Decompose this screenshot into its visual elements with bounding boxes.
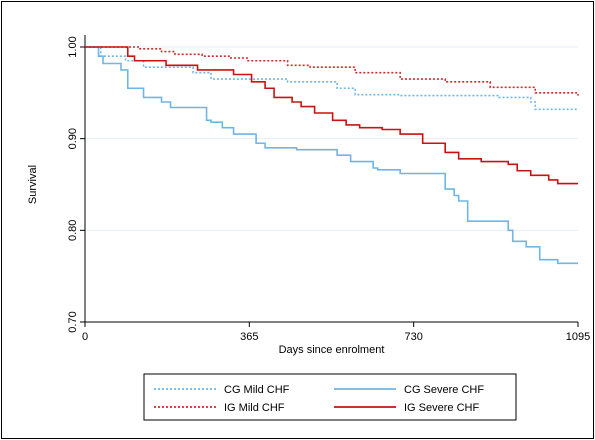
- legend-label: CG Severe CHF: [404, 384, 484, 396]
- grid-lines: [85, 46, 578, 323]
- legend: CG Mild CHF CG Severe CHF IG Mild CHF IG Se…: [143, 373, 517, 421]
- axes: [80, 35, 579, 327]
- legend-label: IG Severe CHF: [404, 402, 479, 414]
- series-line-cg-mild-chf: [85, 46, 578, 111]
- tick-labels: 0.70 0.80 0.90 1.00 0 365 730 1095: [67, 36, 590, 343]
- y-axis-label: Survival: [27, 165, 39, 204]
- y-tick-label: 0.80: [67, 220, 79, 241]
- legend-label: IG Mild CHF: [224, 402, 285, 414]
- series-line-ig-severe-chf: [85, 46, 578, 185]
- series-layer: [85, 46, 579, 265]
- legend-box: [143, 373, 517, 421]
- y-tick-label: 0.70: [67, 311, 79, 332]
- y-tick-label: 1.00: [67, 36, 79, 57]
- x-tick-label: 0: [82, 331, 88, 343]
- y-tick-label: 0.90: [67, 128, 79, 149]
- x-tick-label: 730: [404, 331, 422, 343]
- series-line-ig-mild-chf: [85, 46, 579, 96]
- x-axis-label: Days since enrolment: [279, 344, 385, 356]
- x-tick-label: 365: [240, 331, 258, 343]
- series-line-cg-severe-chf: [85, 46, 578, 265]
- x-tick-label: 1095: [566, 331, 590, 343]
- legend-label: CG Mild CHF: [224, 384, 290, 396]
